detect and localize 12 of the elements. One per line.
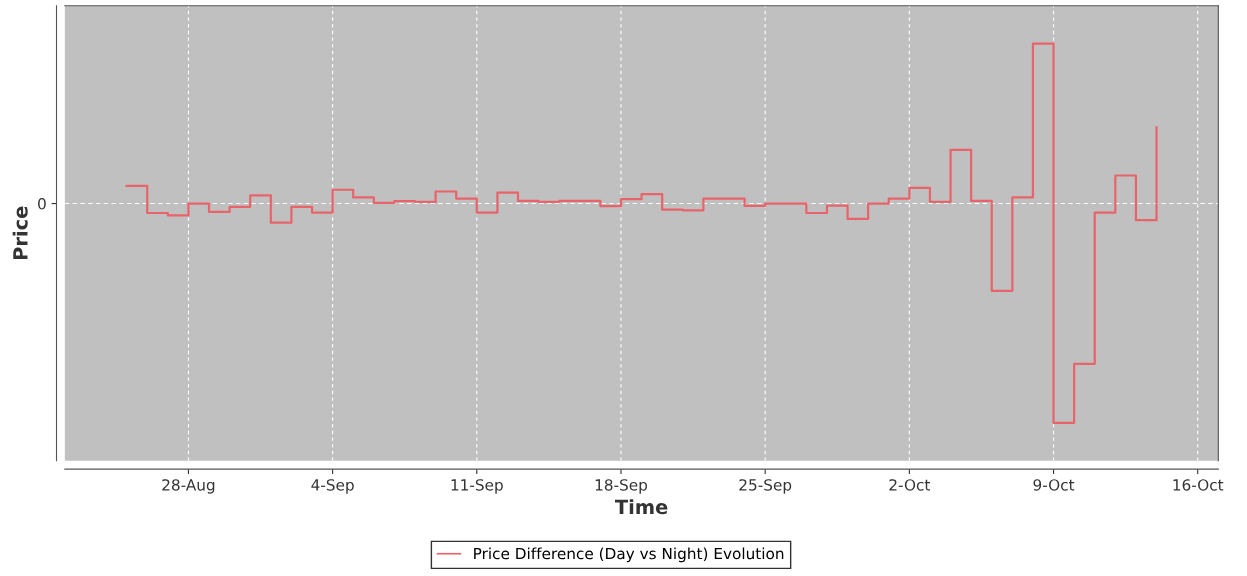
x-axis-title: Time: [614, 499, 668, 515]
x-tick-label: 11-Sep: [451, 479, 503, 494]
ref-line-label: 0: [38, 198, 46, 210]
x-tick-label: 2-Oct: [889, 479, 931, 491]
legend-label: Price Difference (Day vs Night) Evolution: [474, 547, 784, 563]
x-tick-label: 28-Aug: [162, 479, 215, 494]
x-tick-label: 18-Sep: [595, 479, 648, 494]
x-tick-label: 9-Oct: [1033, 479, 1075, 491]
x-tick-label: 25-Sep: [739, 479, 792, 494]
x-tick-label: 16-Oct: [1173, 479, 1224, 491]
x-tick-label: 4-Sep: [311, 479, 354, 494]
y-axis-title: Price: [12, 206, 28, 260]
